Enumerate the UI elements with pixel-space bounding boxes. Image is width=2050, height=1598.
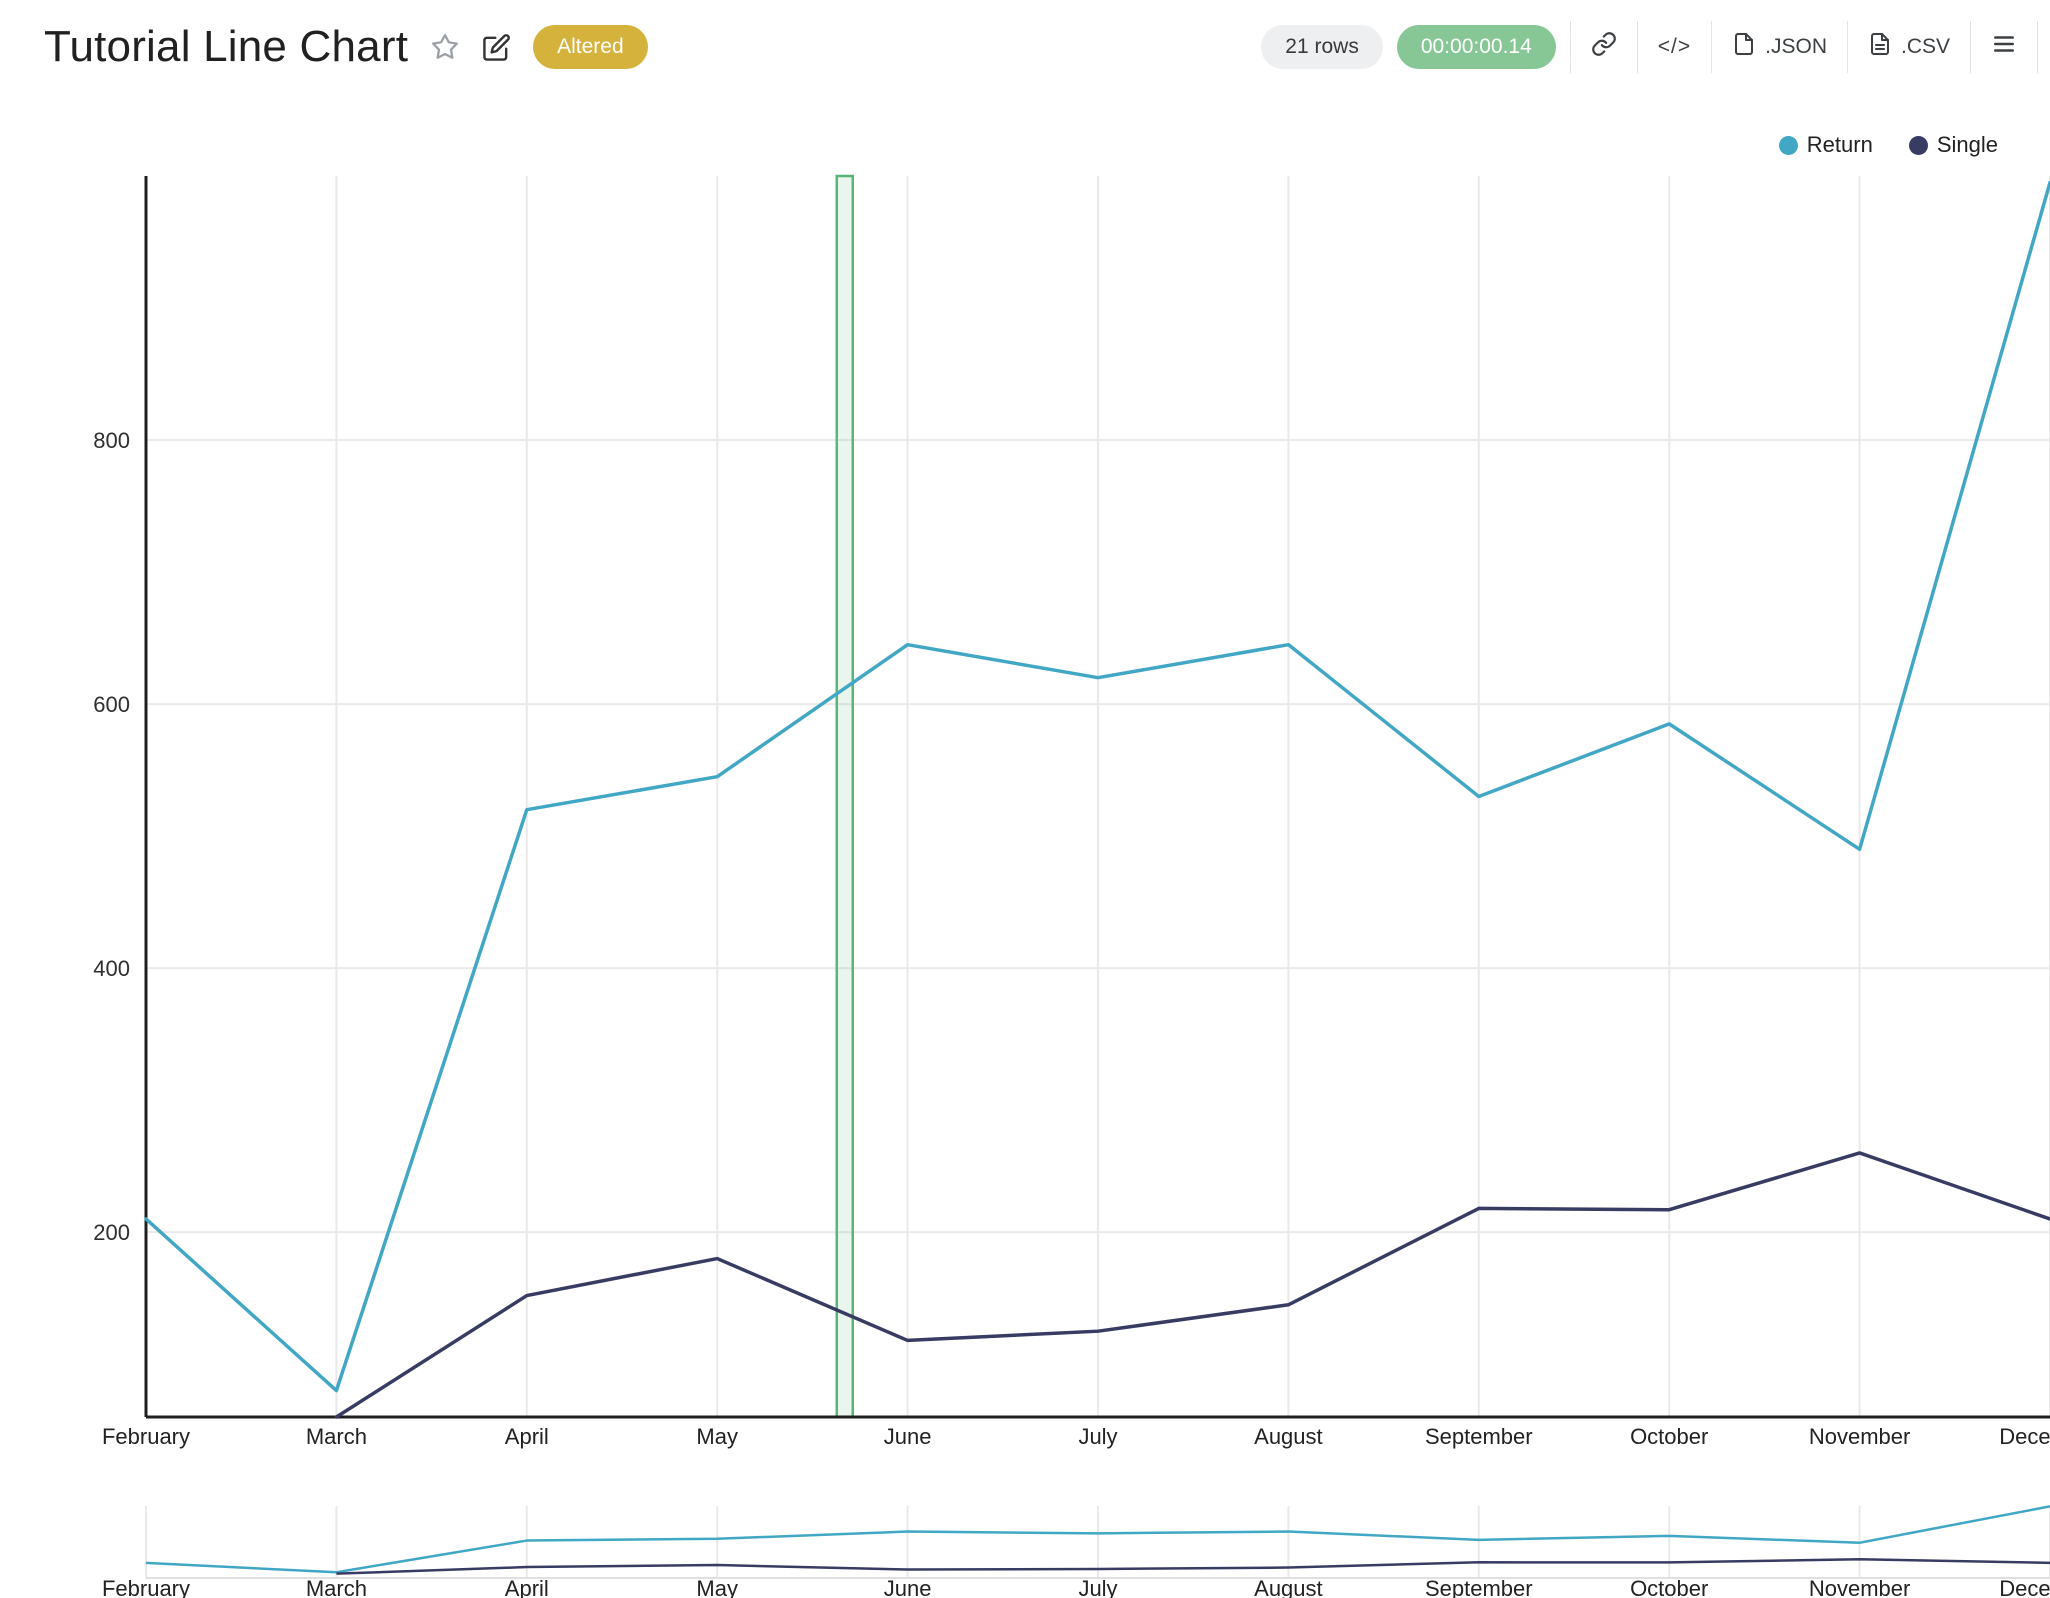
svg-text:February: February xyxy=(102,1576,190,1598)
header-left: Tutorial Line Chart Altered xyxy=(44,22,648,72)
svg-text:July: July xyxy=(1078,1576,1117,1598)
svg-text:March: March xyxy=(306,1576,367,1598)
altered-badge[interactable]: Altered xyxy=(533,25,648,69)
svg-text:May: May xyxy=(696,1424,738,1449)
svg-text:August: August xyxy=(1254,1424,1323,1449)
link-icon xyxy=(1591,31,1617,63)
svg-text:August: August xyxy=(1254,1576,1323,1598)
export-toolbar: </> .JSON xyxy=(1569,21,2038,73)
row-count-badge: 21 rows xyxy=(1261,25,1383,69)
chart-legend: Return Single xyxy=(1778,132,1998,158)
code-icon: </> xyxy=(1657,35,1692,58)
legend-label-return: Return xyxy=(1806,132,1873,157)
svg-text:November: November xyxy=(1809,1576,1910,1598)
svg-text:March: March xyxy=(306,1424,367,1449)
page-title: Tutorial Line Chart xyxy=(44,22,409,71)
download-json-button[interactable]: .JSON xyxy=(1711,21,1847,73)
return-series-dot xyxy=(1778,135,1798,155)
mini-chart-navigator[interactable]: February March April May June July August Septe… xyxy=(102,1505,2050,1598)
svg-text:June: June xyxy=(884,1424,932,1449)
csv-file-icon xyxy=(1868,32,1892,62)
embed-code-button[interactable]: </> xyxy=(1636,21,1712,73)
menu-button[interactable] xyxy=(1970,21,2038,73)
svg-text:May: May xyxy=(696,1576,738,1598)
query-duration-badge: 00:00:00.14 xyxy=(1396,25,1556,69)
svg-text:400: 400 xyxy=(93,956,130,981)
header-bar: Tutorial Line Chart Altered 21 rows 00:0… xyxy=(0,16,2050,78)
download-csv-button[interactable]: .CSV xyxy=(1846,21,1970,73)
svg-text:October: October xyxy=(1630,1576,1708,1598)
svg-text:600: 600 xyxy=(93,692,130,717)
svg-text:April: April xyxy=(505,1576,549,1598)
edit-pencil-icon[interactable] xyxy=(482,33,511,62)
json-label: .JSON xyxy=(1765,35,1827,58)
svg-text:June: June xyxy=(884,1576,932,1598)
svg-text:December: December xyxy=(1999,1424,2050,1449)
svg-text:800: 800 xyxy=(93,428,130,453)
json-file-icon xyxy=(1732,32,1756,62)
legend-label-single: Single xyxy=(1936,132,1998,157)
legend-item-single[interactable]: Single xyxy=(1908,132,1998,158)
hamburger-menu-icon xyxy=(1991,31,2017,63)
selection-band xyxy=(835,174,855,1419)
single-series-dot xyxy=(1908,135,1928,155)
main-chart[interactable]: 200 400 600 800 February March April May June Jul… xyxy=(93,174,2050,1449)
svg-text:September: September xyxy=(1425,1424,1533,1449)
svg-text:November: November xyxy=(1809,1424,1910,1449)
favorite-star-icon[interactable] xyxy=(430,32,460,62)
svg-text:December: December xyxy=(1999,1576,2050,1598)
header-right: 21 rows 00:00:00.14 </> xyxy=(1261,21,2038,73)
svg-text:February: February xyxy=(102,1424,190,1449)
svg-text:200: 200 xyxy=(93,1220,130,1245)
svg-text:April: April xyxy=(505,1424,549,1449)
share-link-button[interactable] xyxy=(1569,21,1637,73)
svg-text:September: September xyxy=(1425,1576,1533,1598)
legend-item-return[interactable]: Return xyxy=(1778,132,1873,158)
csv-label: .CSV xyxy=(1900,35,1950,58)
svg-text:October: October xyxy=(1630,1424,1708,1449)
svg-text:July: July xyxy=(1078,1424,1117,1449)
